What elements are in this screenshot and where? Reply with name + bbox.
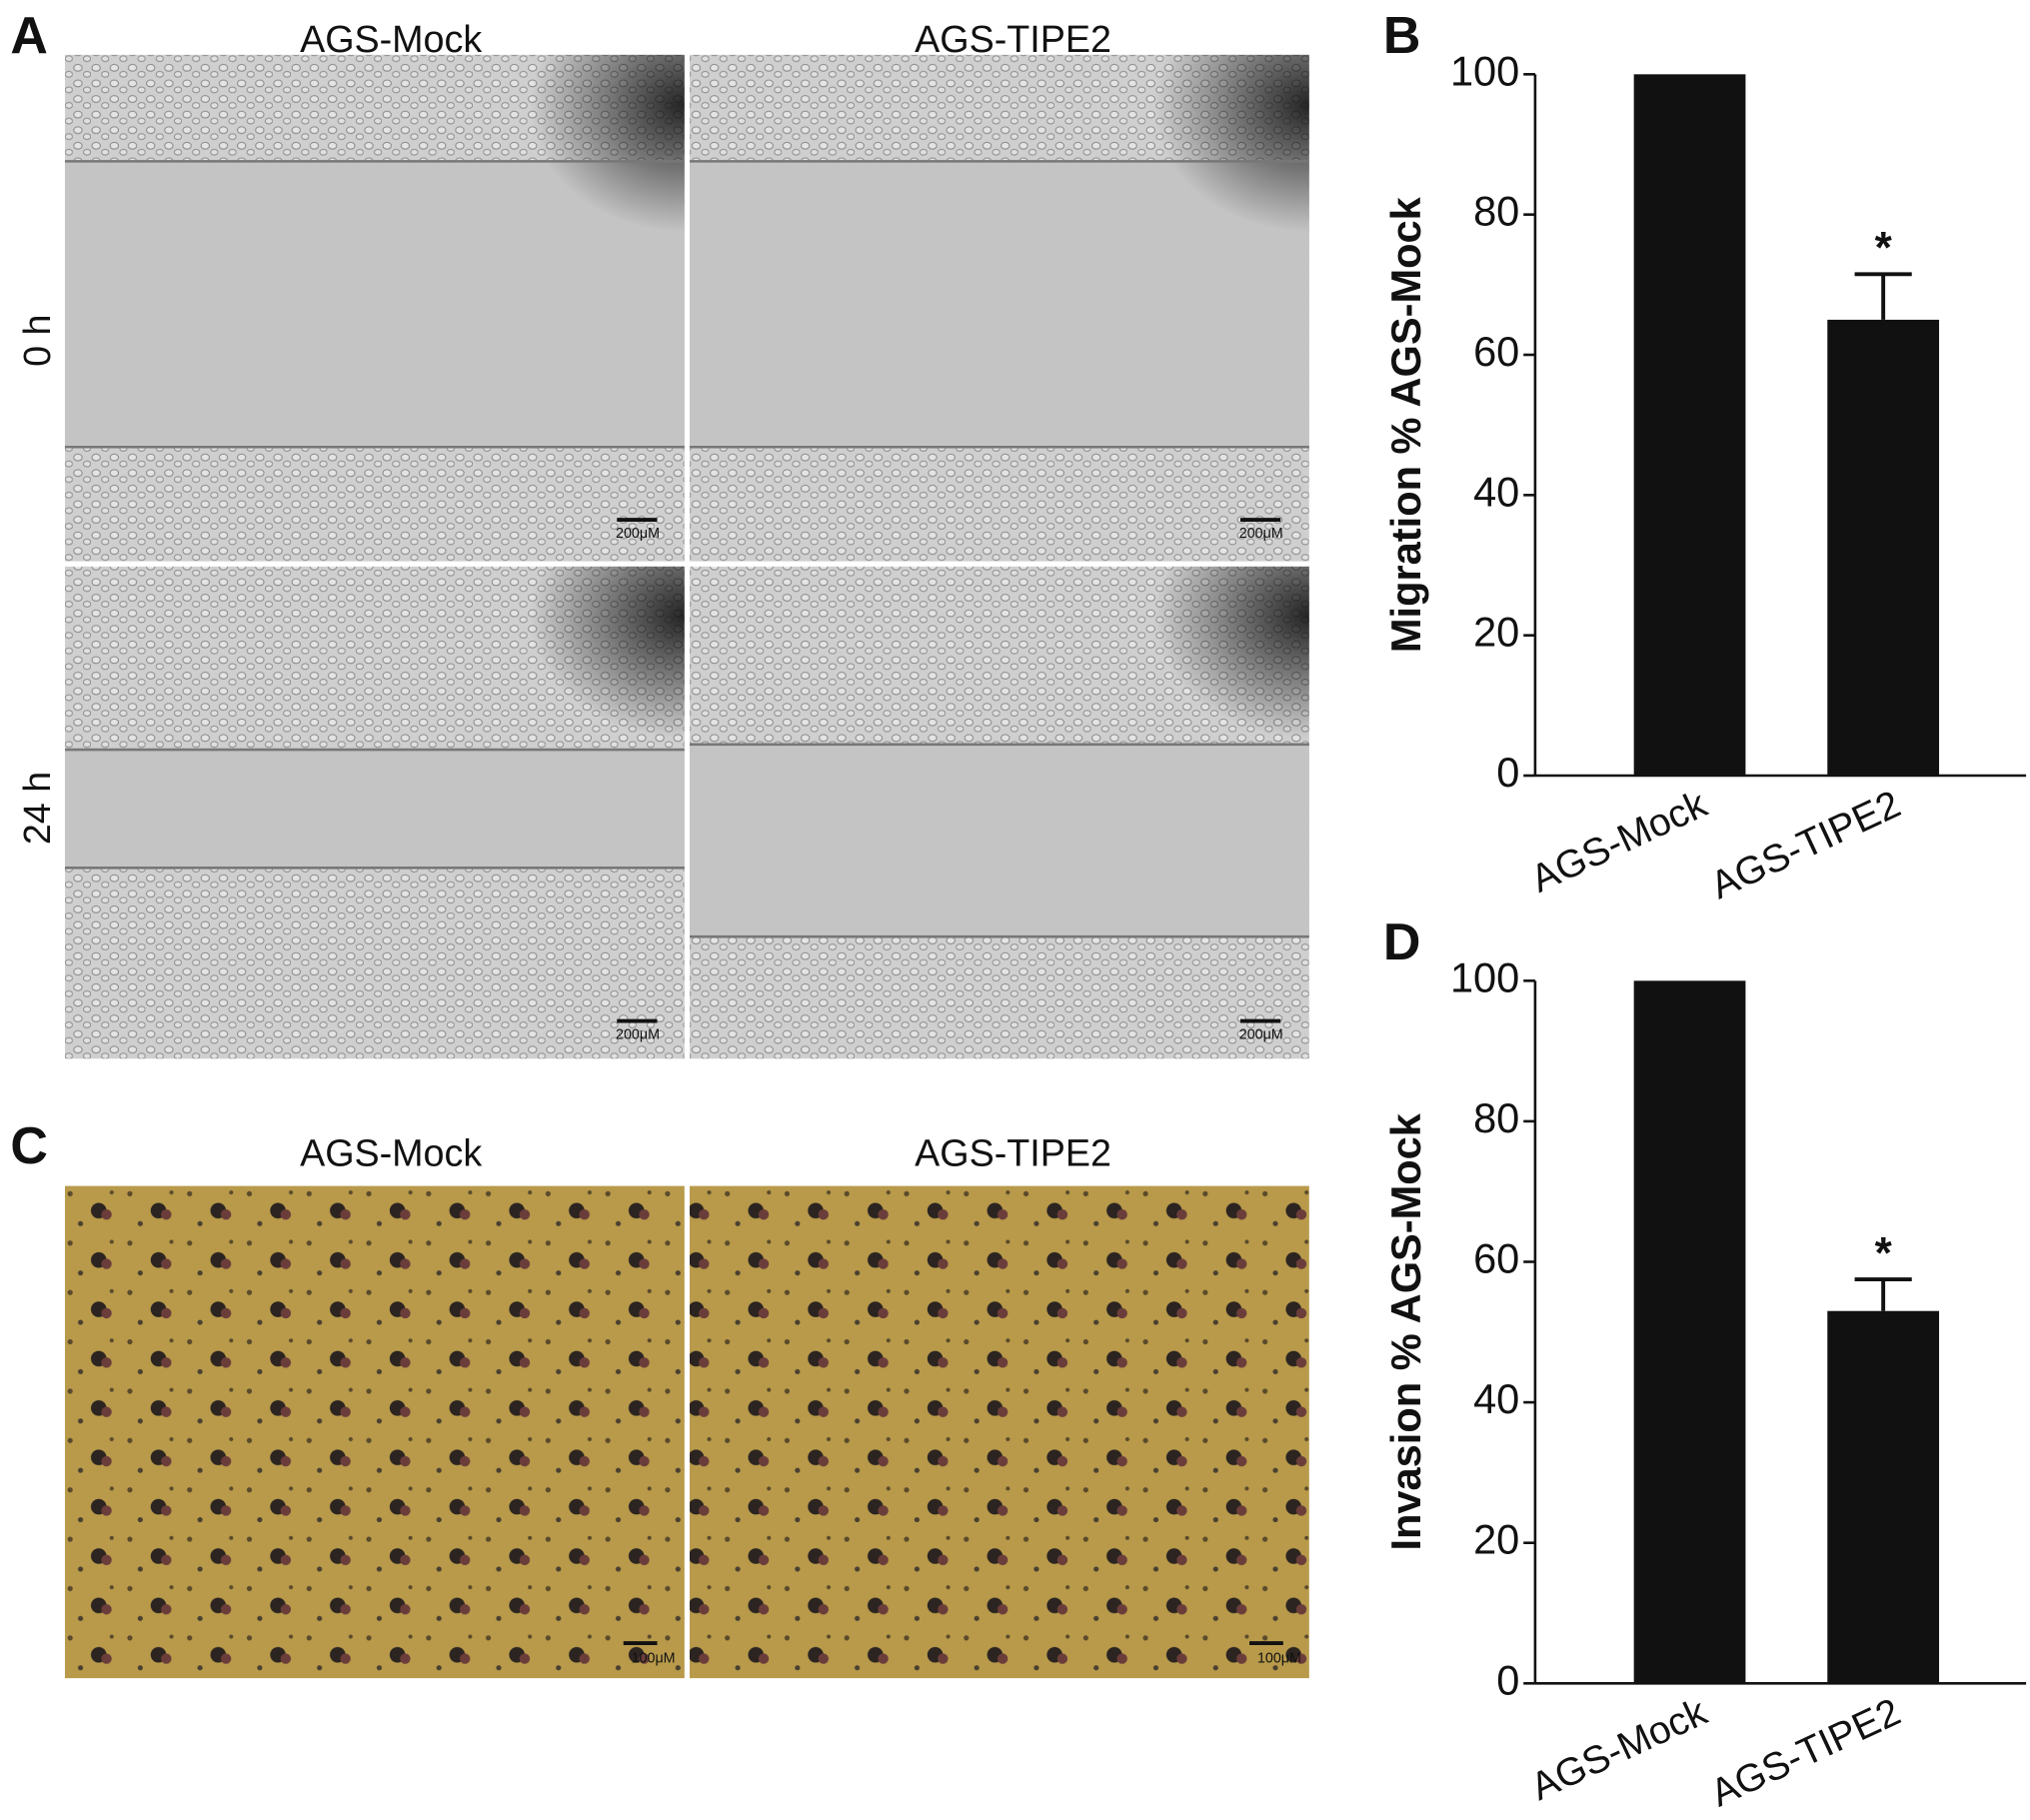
- column-label: AGS-Mock: [300, 18, 482, 60]
- y-tick-label: 100: [1450, 953, 1519, 1000]
- panel-letter: D: [1383, 913, 1421, 971]
- vignette: [689, 54, 1309, 562]
- scale-label: 200μM: [1239, 526, 1283, 542]
- y-tick-label: 0: [1496, 1656, 1519, 1703]
- bar: [1827, 1310, 1940, 1684]
- micrograph: [64, 1185, 685, 1679]
- x-tick-label: AGS-Mock: [1524, 1690, 1713, 1809]
- column-label: AGS-TIPE2: [915, 1132, 1111, 1174]
- significance-mark: *: [1875, 224, 1893, 273]
- y-tick-label: 60: [1473, 328, 1519, 375]
- vignette: [689, 566, 1309, 1059]
- y-tick-label: 20: [1473, 609, 1519, 656]
- y-tick-label: 0: [1496, 749, 1519, 796]
- micrograph: [689, 1185, 1309, 1679]
- column-label: AGS-TIPE2: [915, 18, 1111, 60]
- vignette: [64, 54, 685, 562]
- column-label: AGS-Mock: [300, 1132, 482, 1174]
- y-axis-label: Invasion % AGS-Mock: [1382, 1112, 1429, 1550]
- scale-label: 200μM: [616, 526, 660, 542]
- bar: [1633, 74, 1746, 777]
- y-axis-label: Migration % AGS-Mock: [1382, 196, 1429, 653]
- x-tick-label: AGS-Mock: [1524, 783, 1713, 902]
- error-bar: [1854, 272, 1912, 320]
- panel-letter: B: [1383, 7, 1421, 65]
- wound-images: [64, 54, 1309, 1059]
- y-tick-label: 80: [1473, 188, 1519, 235]
- y-tick-label: 40: [1473, 1375, 1519, 1422]
- panel-letter: C: [10, 1117, 48, 1175]
- y-tick-label: 60: [1473, 1234, 1519, 1281]
- vignette: [64, 566, 685, 1059]
- x-tick-label: AGS-TIPE2: [1704, 783, 1907, 908]
- row-label: 0 h: [16, 315, 58, 367]
- row-label: 24 h: [16, 772, 58, 845]
- scale-label: 100μM: [632, 1650, 676, 1666]
- y-tick-label: 80: [1473, 1094, 1519, 1141]
- scale-bars: [617, 518, 1283, 1645]
- scale-label: 200μM: [616, 1027, 660, 1043]
- scale-label: 200μM: [1239, 1027, 1283, 1043]
- x-tick-label: AGS-TIPE2: [1704, 1690, 1907, 1815]
- bar: [1633, 980, 1746, 1684]
- y-tick-label: 40: [1473, 468, 1519, 515]
- scale-label: 100μM: [1257, 1650, 1301, 1666]
- panel-letter: A: [10, 7, 48, 65]
- y-tick-label: 100: [1450, 47, 1519, 94]
- bar: [1827, 319, 1940, 777]
- y-tick-label: 20: [1473, 1516, 1519, 1563]
- significance-mark: *: [1875, 1228, 1893, 1277]
- error-bar: [1854, 1277, 1912, 1311]
